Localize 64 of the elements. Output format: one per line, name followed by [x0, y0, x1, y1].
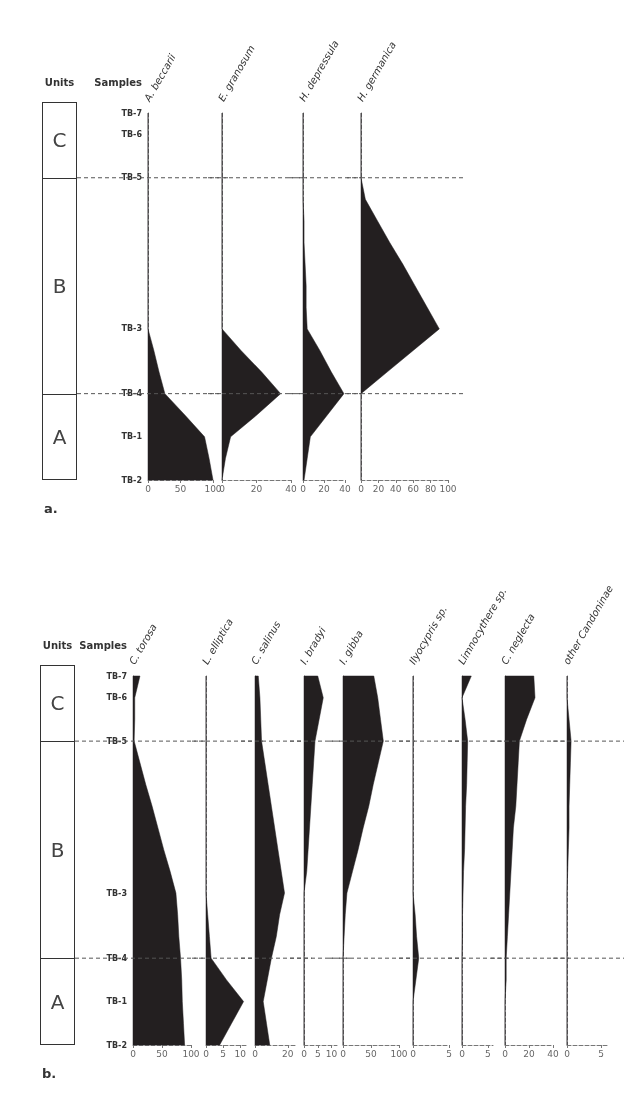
- x-tick-label: 20: [372, 483, 385, 494]
- x-tick-label: 40: [339, 483, 351, 494]
- y-tick-label: TB-6: [106, 693, 128, 703]
- text: B: [50, 837, 65, 862]
- y-tick-label: TB-7: [121, 108, 142, 118]
- x-tick-label: 0: [252, 1048, 259, 1059]
- text: b.: [42, 1065, 57, 1081]
- y-tick-label: TB-4: [106, 953, 128, 963]
- x-tick-label: 10: [325, 1048, 338, 1059]
- y-tick-label: TB-4: [121, 389, 143, 399]
- x-tick-label: 20: [318, 483, 330, 494]
- text: Units: [44, 76, 75, 88]
- x-tick-label: 50: [365, 1048, 377, 1059]
- x-tick-label: 40: [285, 483, 297, 494]
- text: a.: [44, 500, 58, 516]
- x-tick-label: 0: [564, 1048, 571, 1059]
- text: C: [50, 691, 65, 716]
- x-tick-label: 10: [234, 1048, 247, 1059]
- x-tick-label: 5: [446, 1048, 452, 1059]
- x-tick-label: 40: [390, 483, 402, 494]
- x-tick-label: 20: [523, 1048, 535, 1059]
- x-tick-label: 5: [484, 1048, 491, 1059]
- x-tick-label: 60: [407, 483, 420, 494]
- y-axis-title: Samples: [94, 76, 143, 88]
- x-tick-label: 80: [424, 483, 437, 494]
- x-tick-label: 0: [459, 1048, 466, 1059]
- x-tick-label: 40: [547, 1048, 559, 1059]
- x-tick-label: 0: [130, 1048, 137, 1059]
- x-tick-label: 5: [220, 1048, 226, 1059]
- x-tick-label: 100: [204, 483, 222, 494]
- y-tick-label: TB-3: [121, 324, 142, 334]
- x-tick-label: 0: [301, 1048, 308, 1059]
- y-tick-label: TB-1: [121, 432, 143, 442]
- y-tick-label: TB-7: [106, 671, 127, 681]
- text: B: [52, 273, 67, 298]
- x-tick-label: 0: [203, 1048, 210, 1059]
- text: Units: [42, 639, 73, 651]
- x-tick-label: 0: [502, 1048, 509, 1059]
- x-tick-label: 0: [145, 483, 152, 494]
- x-tick-label: 5: [598, 1048, 605, 1059]
- x-tick-label: 0: [358, 483, 365, 494]
- x-tick-label: 0: [219, 483, 226, 494]
- x-tick-label: 0: [300, 483, 307, 494]
- y-tick-label: TB-5: [121, 173, 143, 183]
- y-tick-label: TB-1: [106, 997, 128, 1007]
- x-tick-label: 100: [182, 1048, 200, 1059]
- x-tick-label: 20: [282, 1048, 294, 1059]
- text: A: [52, 424, 67, 449]
- x-tick-label: 50: [174, 483, 187, 494]
- x-tick-label: 100: [390, 1048, 408, 1059]
- y-tick-label: TB-2: [106, 1040, 127, 1050]
- x-tick-label: 5: [314, 1048, 321, 1059]
- y-tick-label: TB-5: [106, 736, 128, 746]
- x-tick-label: 50: [156, 1048, 168, 1059]
- x-tick-label: 0: [410, 1048, 417, 1059]
- x-tick-label: 20: [250, 483, 263, 494]
- y-tick-label: TB-2: [121, 475, 142, 485]
- x-tick-label: 100: [439, 483, 457, 494]
- text: A: [50, 989, 65, 1014]
- y-axis-title: Samples: [79, 639, 128, 651]
- x-tick-label: 0: [340, 1048, 347, 1059]
- text: C: [52, 127, 67, 152]
- y-tick-label: TB-3: [106, 888, 127, 898]
- y-tick-label: TB-6: [121, 130, 143, 140]
